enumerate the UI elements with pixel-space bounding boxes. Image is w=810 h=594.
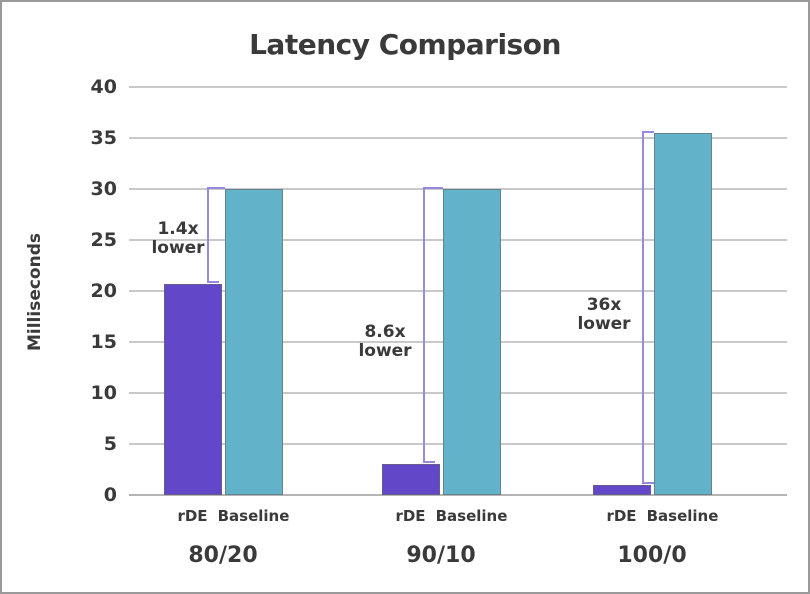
y-tick-label-5: 5 bbox=[103, 433, 117, 455]
bar-label-baseline-80/20: Baseline bbox=[217, 507, 290, 525]
difference-bracket-bottom-cap-100/0 bbox=[642, 482, 654, 484]
difference-bracket-top-cap-90/10 bbox=[423, 187, 443, 189]
bar-label-rde-80/20: rDE bbox=[177, 507, 208, 525]
bar-label-baseline-90/10: Baseline bbox=[435, 507, 508, 525]
y-tick-label-10: 10 bbox=[90, 382, 117, 404]
annotation-line: 1.4x bbox=[157, 219, 199, 239]
bar-rde-80/20 bbox=[163, 283, 222, 495]
difference-bracket-vline-100/0 bbox=[642, 131, 644, 484]
bar-rde-90/10 bbox=[381, 464, 440, 495]
annotation-line: 8.6x bbox=[364, 322, 406, 342]
annotation-line: lower bbox=[151, 238, 205, 258]
bar-rde-100/0 bbox=[592, 484, 651, 495]
annotation-36x-lower: 36x lower bbox=[549, 296, 659, 334]
bar-label-baseline-100/0: Baseline bbox=[646, 507, 719, 525]
difference-bracket-bottom-cap-80/20 bbox=[207, 281, 219, 283]
y-tick-label-30: 30 bbox=[90, 178, 117, 200]
gridline-35 bbox=[129, 137, 787, 139]
difference-bracket-bottom-cap-90/10 bbox=[423, 461, 435, 463]
bar-baseline-100/0 bbox=[653, 132, 712, 495]
y-tick-label-40: 40 bbox=[90, 76, 117, 98]
y-tick-label-25: 25 bbox=[90, 229, 117, 251]
y-tick-label-15: 15 bbox=[90, 331, 117, 353]
bar-baseline-80/20 bbox=[224, 189, 283, 495]
y-axis-label: Milliseconds bbox=[25, 232, 45, 352]
category-label-80/20: 80/20 bbox=[188, 543, 258, 568]
category-label-90/10: 90/10 bbox=[406, 543, 476, 568]
gridline-40 bbox=[129, 86, 787, 88]
annotation-line: lower bbox=[577, 314, 631, 334]
y-tick-label-20: 20 bbox=[90, 280, 117, 302]
y-tick-label-35: 35 bbox=[90, 127, 117, 149]
bar-label-rde-100/0: rDE bbox=[606, 507, 637, 525]
difference-bracket-vline-90/10 bbox=[423, 187, 425, 463]
y-tick-label-0: 0 bbox=[103, 484, 117, 506]
category-label-100/0: 100/0 bbox=[617, 543, 687, 568]
gridline-0 bbox=[129, 494, 787, 496]
annotation-1.4x-lower: 1.4x lower bbox=[123, 220, 233, 258]
bar-label-rde-90/10: rDE bbox=[395, 507, 426, 525]
difference-bracket-vline-80/20 bbox=[207, 187, 209, 283]
annotation-line: 36x bbox=[586, 295, 622, 315]
difference-bracket-top-cap-80/20 bbox=[207, 187, 225, 189]
difference-bracket-top-cap-100/0 bbox=[642, 131, 654, 133]
chart-title: Latency Comparison bbox=[249, 28, 561, 61]
annotation-line: lower bbox=[358, 341, 412, 361]
annotation-8.6x-lower: 8.6x lower bbox=[330, 323, 440, 361]
bar-baseline-90/10 bbox=[442, 189, 501, 495]
